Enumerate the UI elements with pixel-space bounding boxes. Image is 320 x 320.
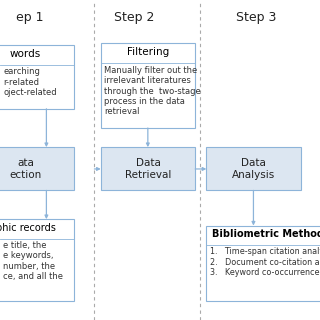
Text: ep 1: ep 1 — [16, 11, 44, 24]
FancyBboxPatch shape — [0, 219, 74, 301]
Text: earching
r-related
oject-related: earching r-related oject-related — [3, 68, 57, 97]
Text: Filtering: Filtering — [127, 47, 169, 57]
FancyBboxPatch shape — [101, 147, 195, 190]
Text: words: words — [10, 49, 41, 59]
FancyBboxPatch shape — [206, 226, 320, 301]
FancyBboxPatch shape — [206, 147, 301, 190]
Text: 1.   Time-span citation analysis
2.   Document co-citation analysis
3.   Keyword: 1. Time-span citation analysis 2. Docume… — [210, 247, 320, 277]
Text: Data
Retrieval: Data Retrieval — [125, 158, 171, 180]
Text: Data
Analysis: Data Analysis — [232, 158, 275, 180]
Text: Manually filter out the
irrelevant literatures
through the  two-stage
process in: Manually filter out the irrelevant liter… — [104, 66, 201, 116]
Text: Step 3: Step 3 — [236, 11, 276, 24]
FancyBboxPatch shape — [0, 45, 74, 109]
Text: phic records: phic records — [0, 223, 56, 233]
Text: Bibliometric Methods: Bibliometric Methods — [212, 229, 320, 239]
Text: Step 2: Step 2 — [114, 11, 155, 24]
Text: ata
ection: ata ection — [10, 158, 42, 180]
FancyBboxPatch shape — [0, 147, 74, 190]
FancyBboxPatch shape — [101, 43, 195, 128]
Text: e title, the
e keywords,
number, the
ce, and all the: e title, the e keywords, number, the ce,… — [3, 241, 63, 281]
